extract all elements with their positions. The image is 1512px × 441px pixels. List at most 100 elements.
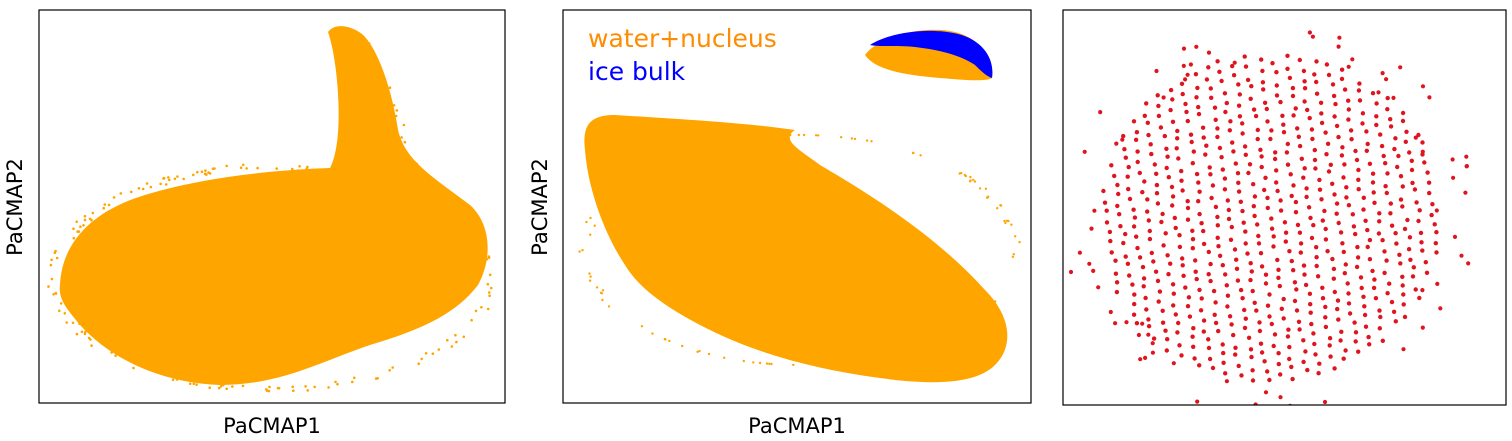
- panel-3-point: [1226, 207, 1232, 213]
- panel-3-point: [1310, 34, 1315, 39]
- panel-2-point: [973, 180, 977, 183]
- panel-1-point: [88, 217, 92, 221]
- panel-3-point: [1269, 128, 1274, 133]
- panel-3-point: [1344, 185, 1349, 190]
- panel-2-point: [609, 190, 612, 194]
- panel-1-point: [196, 377, 199, 381]
- panel-3-point: [1327, 343, 1332, 348]
- panel-3-point: [1179, 168, 1184, 174]
- panel-3-point: [1156, 113, 1162, 119]
- panel-3-point: [1233, 345, 1238, 350]
- panel-3-point: [1331, 266, 1337, 272]
- panel-1-point: [327, 386, 330, 389]
- panel-1-point: [245, 167, 248, 170]
- panel-3-point: [1174, 146, 1179, 151]
- panel-1-point: [377, 177, 381, 180]
- panel-3-point: [1387, 281, 1392, 286]
- panel-3-point: [1301, 359, 1306, 365]
- panel-3-point: [1259, 264, 1265, 269]
- panel-3-point: [1228, 119, 1233, 124]
- panel-3-point: [1328, 162, 1334, 167]
- panel-1-point: [487, 291, 491, 294]
- panel-2-point: [1003, 219, 1006, 223]
- panel-3-point: [1127, 273, 1132, 278]
- panel-1-point: [52, 293, 55, 296]
- panel-3-point: [1334, 201, 1340, 206]
- panel-3-point: [1242, 307, 1247, 313]
- panel-3-point: [1395, 164, 1400, 170]
- panel-3-point: [1172, 215, 1178, 221]
- panel-3-point: [1123, 231, 1128, 237]
- panel-3-point: [1286, 327, 1291, 332]
- panel-1-point: [332, 166, 336, 170]
- panel-1-point: [393, 172, 397, 176]
- panel-1-point: [400, 136, 403, 139]
- panel-1-point: [364, 81, 368, 84]
- panel-3-point: [1236, 189, 1242, 194]
- panel-3-point: [1434, 230, 1439, 235]
- panel-3-point: [1251, 107, 1257, 112]
- panel-2-frame: [562, 9, 1032, 404]
- panel-3-point: [1206, 345, 1212, 351]
- panel-2-point: [743, 137, 747, 141]
- panel-3-point: [1323, 304, 1328, 310]
- panel-1-point: [367, 87, 371, 91]
- panel-3-point: [1206, 50, 1212, 55]
- panel-3-point: [1232, 247, 1238, 252]
- panel-3-point: [1228, 237, 1234, 242]
- panel-2-point: [852, 360, 855, 363]
- panel-3-point: [1150, 350, 1155, 355]
- panel-3-point: [1360, 121, 1365, 126]
- panel-3-point: [1274, 93, 1280, 98]
- panel-3-point: [1365, 227, 1370, 233]
- panel-3-point: [1361, 294, 1366, 299]
- panel-3-point: [1370, 171, 1376, 176]
- panel-2-point: [814, 134, 818, 137]
- panel-1-point: [171, 378, 175, 382]
- panel-3-point: [1271, 234, 1276, 239]
- panel-1-point: [114, 354, 117, 358]
- panel-3-point: [1278, 395, 1283, 400]
- panel-3-point: [1122, 147, 1127, 152]
- panel-3-point: [1225, 304, 1230, 309]
- panel-1-point: [306, 389, 310, 392]
- panel-3-point: [1365, 141, 1370, 147]
- panel-3-point: [1309, 235, 1315, 241]
- panel-3-point: [1312, 157, 1318, 163]
- panel-3-point: [1145, 209, 1150, 214]
- panel-3-point: [1082, 149, 1087, 154]
- panel-3-point: [1258, 251, 1264, 256]
- panel-3-point: [1236, 180, 1241, 185]
- panel-3-point: [1378, 314, 1383, 320]
- panel-3-point: [1194, 276, 1199, 282]
- panel-3-point: [1419, 240, 1424, 245]
- panel-2-point: [919, 154, 922, 157]
- panel-3-point: [1291, 268, 1296, 273]
- panel-3-point: [1295, 222, 1301, 228]
- panel-3-point: [1285, 334, 1291, 339]
- panel-3-point: [1274, 180, 1279, 185]
- panel-1-point: [410, 170, 414, 174]
- panel-2-point: [627, 180, 631, 184]
- panel-2-point: [989, 298, 993, 301]
- panel-3-point: [1148, 142, 1153, 147]
- panel-3-point: [1155, 201, 1161, 206]
- panel-3-point: [1229, 322, 1234, 327]
- panel-3-point: [1466, 261, 1471, 266]
- panel-3-point: [1208, 278, 1213, 284]
- panel-3-point: [1280, 113, 1285, 119]
- panel-3-point: [1245, 77, 1251, 83]
- panel-3-point: [1320, 218, 1326, 223]
- panel-3-point: [1328, 354, 1333, 359]
- panel-2-point: [595, 286, 599, 289]
- panel-1-point: [431, 352, 435, 356]
- panel-3-point: [1198, 308, 1204, 313]
- panel-1-point: [488, 273, 492, 277]
- panel-1-point: [164, 183, 168, 186]
- panel-3-point: [1154, 191, 1160, 196]
- panel-3-point: [1217, 253, 1223, 258]
- panel-1-point: [384, 93, 388, 96]
- panel-3-point: [1389, 299, 1395, 305]
- panel-3-point: [1291, 113, 1296, 118]
